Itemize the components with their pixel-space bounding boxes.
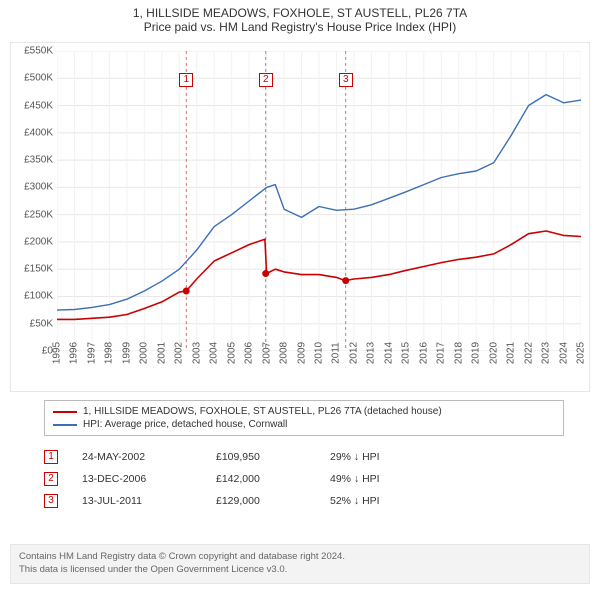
legend-swatch <box>53 424 77 426</box>
x-tick: 2021 <box>506 342 517 364</box>
event-marker-3: 3 <box>339 73 353 87</box>
x-tick: 1995 <box>52 342 63 364</box>
event-row-delta: 29% ↓ HPI <box>330 451 440 463</box>
x-tick: 2010 <box>314 342 325 364</box>
x-tick: 2003 <box>191 342 202 364</box>
event-row: 3 13-JUL-2011 £129,000 52% ↓ HPI <box>44 490 564 512</box>
legend: 1, HILLSIDE MEADOWS, FOXHOLE, ST AUSTELL… <box>44 400 564 436</box>
y-tick: £300K <box>24 182 53 193</box>
x-tick: 1999 <box>121 342 132 364</box>
legend-label: 1, HILLSIDE MEADOWS, FOXHOLE, ST AUSTELL… <box>83 406 442 417</box>
event-row-price: £109,950 <box>216 451 306 463</box>
event-marker-1: 1 <box>179 73 193 87</box>
chart-title-block: 1, HILLSIDE MEADOWS, FOXHOLE, ST AUSTELL… <box>0 0 600 36</box>
footer-line2: This data is licensed under the Open Gov… <box>19 564 581 577</box>
x-tick: 2001 <box>156 342 167 364</box>
legend-row: HPI: Average price, detached house, Corn… <box>53 418 555 431</box>
legend-swatch <box>53 411 77 413</box>
x-tick: 2006 <box>244 342 255 364</box>
y-tick: £100K <box>24 291 53 302</box>
x-tick: 2000 <box>139 342 150 364</box>
title-subtitle: Price paid vs. HM Land Registry's House … <box>10 20 590 34</box>
x-tick: 2023 <box>541 342 552 364</box>
x-axis: 1995199619971998199920002001200220032004… <box>57 351 581 391</box>
title-address: 1, HILLSIDE MEADOWS, FOXHOLE, ST AUSTELL… <box>10 6 590 20</box>
event-row-delta: 52% ↓ HPI <box>330 495 440 507</box>
legend-label: HPI: Average price, detached house, Corn… <box>83 419 287 430</box>
chart-container: £0£50K£100K£150K£200K£250K£300K£350K£400… <box>10 42 590 392</box>
y-tick: £350K <box>24 155 53 166</box>
event-row-price: £142,000 <box>216 473 306 485</box>
x-tick: 2017 <box>436 342 447 364</box>
x-tick: 2015 <box>401 342 412 364</box>
x-tick: 2012 <box>348 342 359 364</box>
event-row: 1 24-MAY-2002 £109,950 29% ↓ HPI <box>44 446 564 468</box>
chart-svg <box>57 51 581 351</box>
x-tick: 2007 <box>261 342 272 364</box>
event-row-marker: 2 <box>44 472 58 486</box>
y-tick: £550K <box>24 46 53 57</box>
y-tick: £150K <box>24 264 53 275</box>
x-tick: 2002 <box>174 342 185 364</box>
y-tick: £500K <box>24 73 53 84</box>
x-tick: 1997 <box>86 342 97 364</box>
x-tick: 2009 <box>296 342 307 364</box>
x-tick: 2020 <box>488 342 499 364</box>
plot-area: 1 2 3 <box>57 51 581 351</box>
x-tick: 2013 <box>366 342 377 364</box>
x-tick: 2005 <box>226 342 237 364</box>
x-tick: 2022 <box>523 342 534 364</box>
event-row-date: 24-MAY-2002 <box>82 451 192 463</box>
x-tick: 2011 <box>331 342 342 364</box>
event-row-date: 13-JUL-2011 <box>82 495 192 507</box>
event-row-price: £129,000 <box>216 495 306 507</box>
x-tick: 2019 <box>471 342 482 364</box>
x-tick: 1996 <box>69 342 80 364</box>
x-tick: 2025 <box>576 342 587 364</box>
legend-row: 1, HILLSIDE MEADOWS, FOXHOLE, ST AUSTELL… <box>53 405 555 418</box>
x-tick: 2008 <box>279 342 290 364</box>
y-tick: £450K <box>24 100 53 111</box>
event-row-date: 13-DEC-2006 <box>82 473 192 485</box>
event-row-marker: 3 <box>44 494 58 508</box>
y-tick: £250K <box>24 209 53 220</box>
y-tick: £200K <box>24 236 53 247</box>
x-tick: 2014 <box>383 342 394 364</box>
footer-line1: Contains HM Land Registry data © Crown c… <box>19 551 581 564</box>
event-row-marker: 1 <box>44 450 58 464</box>
footer-attribution: Contains HM Land Registry data © Crown c… <box>10 544 590 584</box>
y-tick: £400K <box>24 127 53 138</box>
x-tick: 2024 <box>558 342 569 364</box>
event-marker-2: 2 <box>259 73 273 87</box>
event-row: 2 13-DEC-2006 £142,000 49% ↓ HPI <box>44 468 564 490</box>
x-tick: 2018 <box>453 342 464 364</box>
x-tick: 2004 <box>209 342 220 364</box>
events-table: 1 24-MAY-2002 £109,950 29% ↓ HPI 2 13-DEC-200… <box>44 446 564 512</box>
event-row-delta: 49% ↓ HPI <box>330 473 440 485</box>
y-axis: £0£50K£100K£150K£200K£250K£300K£350K£400… <box>11 51 57 351</box>
x-tick: 2016 <box>418 342 429 364</box>
x-tick: 1998 <box>104 342 115 364</box>
y-tick: £50K <box>30 318 53 329</box>
